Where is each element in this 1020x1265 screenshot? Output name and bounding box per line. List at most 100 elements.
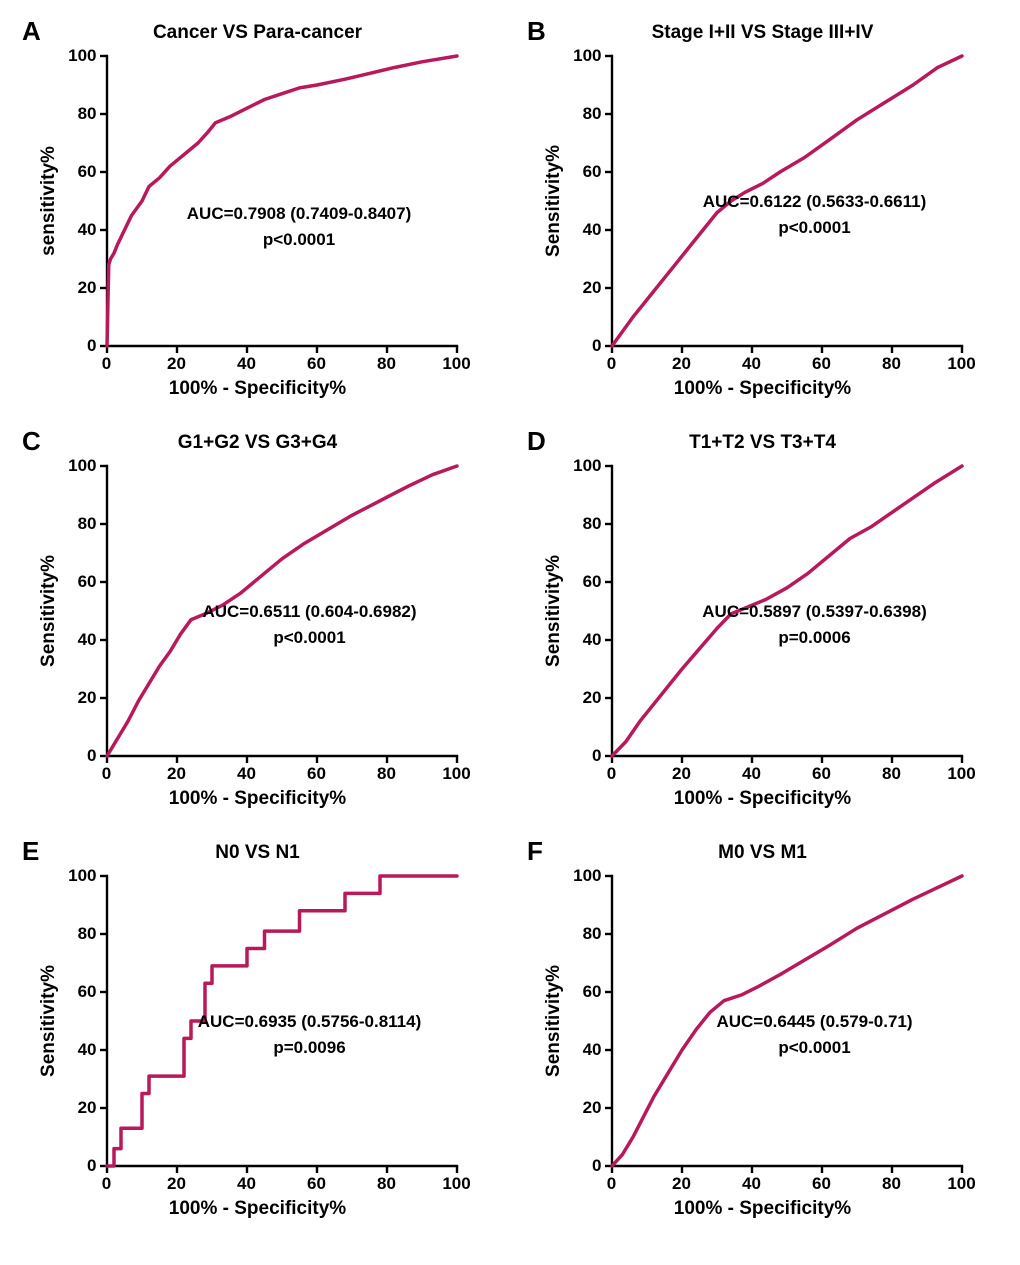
y-tick-label: 80 [78, 924, 97, 944]
x-tick-label: 60 [812, 764, 831, 784]
y-tick-label: 100 [573, 866, 601, 886]
x-tick-label: 20 [167, 1174, 186, 1194]
y-tick-label: 40 [583, 1040, 602, 1060]
x-tick-label: 60 [307, 1174, 326, 1194]
y-axis-label: Sensitivity% [543, 965, 565, 1077]
chart-wrap: Cancer VS Para-cancersensitivity%0204060… [20, 20, 495, 400]
x-tick-label: 0 [607, 764, 616, 784]
y-tick-label: 20 [583, 278, 602, 298]
y-tick-label: 20 [583, 688, 602, 708]
p-value-text: p=0.0006 [702, 628, 926, 648]
panel-F: FM0 VS M1Sensitivity%020406080100AUC=0.6… [525, 840, 1000, 1220]
x-tick-label: 20 [167, 354, 186, 374]
p-value-text: p=0.0096 [198, 1038, 422, 1058]
y-tick-label: 100 [68, 46, 96, 66]
x-tick-label: 100 [947, 764, 975, 784]
panel-B: BStage I+II VS Stage III+IVSensitivity%0… [525, 20, 1000, 400]
p-value-text: p<0.0001 [187, 230, 411, 250]
x-tick-label: 20 [672, 1174, 691, 1194]
y-tick-label: 0 [592, 1156, 601, 1176]
chart-wrap: M0 VS M1 Sensitivity% 0 20 40 60 80 100 AUC=0.64… [525, 840, 1000, 1220]
x-tick-label: 80 [377, 354, 396, 374]
x-axis-label: 100% - Specificity% [169, 378, 346, 400]
x-tick-label: 100 [442, 764, 470, 784]
p-value-text: p<0.0001 [703, 218, 927, 238]
x-tick-label: 100 [442, 1174, 470, 1194]
x-tick-label: 0 [607, 354, 616, 374]
auc-annotation: AUC=0.6935 (0.5756-0.8114) p=0.0096 [198, 1012, 422, 1058]
plot-area: Sensitivity%020406080100AUC=0.6935 (0.57… [47, 868, 469, 1174]
chart-title: G1+G2 VS G3+G4 [178, 432, 337, 454]
x-tick-label: 100 [947, 1174, 975, 1194]
plot-area: Sensitivity%020406080100AUC=0.5897 (0.53… [552, 458, 974, 764]
chart-title: T1+T2 VS T3+T4 [689, 432, 836, 454]
x-tick-labels: 020406080100 [47, 354, 469, 374]
x-tick-label: 40 [742, 764, 761, 784]
plot-area: Sensitivity%020406080100AUC=0.6511 (0.60… [47, 458, 469, 764]
auc-text: AUC=0.7908 (0.7409-0.8407) [187, 204, 411, 224]
x-tick-label: 80 [377, 764, 396, 784]
x-tick-label: 80 [882, 764, 901, 784]
y-axis-label: Sensitivity% [38, 965, 60, 1077]
auc-annotation: AUC=0.6445 (0.579-0.71) p<0.0001 [716, 1012, 912, 1058]
chart-wrap: Stage I+II VS Stage III+IV Sensitivity% 0 2… [525, 20, 1000, 400]
x-tick-label: 0 [607, 1174, 616, 1194]
y-tick-label: 40 [583, 630, 602, 650]
auc-text: AUC=0.6445 (0.579-0.71) [716, 1012, 912, 1032]
y-axis-label: Sensitivity% [38, 555, 60, 667]
p-value-text: p<0.0001 [716, 1038, 912, 1058]
y-tick-label: 40 [78, 220, 97, 240]
y-tick-label: 60 [583, 572, 602, 592]
panel-C: CG1+G2 VS G3+G4Sensitivity%020406080100A… [20, 430, 495, 810]
x-tick-labels: 0 20 40 60 80 100 [552, 1174, 974, 1194]
x-tick-labels: 020406080100 [552, 764, 974, 784]
y-tick-label: 0 [592, 746, 601, 766]
auc-text: AUC=0.6122 (0.5633-0.6611) [703, 192, 927, 212]
auc-annotation: AUC=0.6511 (0.604-0.6982)p<0.0001 [202, 602, 416, 648]
figure-grid: ACancer VS Para-cancersensitivity%020406… [20, 20, 1000, 1220]
y-tick-label: 60 [583, 982, 602, 1002]
y-tick-label: 80 [583, 104, 602, 124]
x-tick-label: 60 [307, 764, 326, 784]
x-tick-label: 20 [167, 764, 186, 784]
panel-A: ACancer VS Para-cancersensitivity%020406… [20, 20, 495, 400]
auc-text: AUC=0.6935 (0.5756-0.8114) [198, 1012, 422, 1032]
y-tick-label: 60 [583, 162, 602, 182]
roc-curve [107, 56, 457, 346]
y-tick-label: 60 [78, 982, 97, 1002]
chart-title: Stage I+II VS Stage III+IV [652, 22, 874, 44]
y-tick-label: 20 [583, 1098, 602, 1118]
chart-wrap: N0 VS N1Sensitivity%020406080100AUC=0.69… [20, 840, 495, 1220]
x-axis-label: 100% - Specificity% [169, 1198, 346, 1220]
x-tick-label: 20 [672, 354, 691, 374]
y-tick-label: 80 [78, 104, 97, 124]
y-tick-label: 40 [78, 1040, 97, 1060]
y-tick-label: 60 [78, 572, 97, 592]
x-tick-label: 60 [307, 354, 326, 374]
x-tick-label: 40 [237, 354, 256, 374]
y-axis-label: sensitivity% [38, 146, 60, 256]
auc-annotation: AUC=0.5897 (0.5397-0.6398)p=0.0006 [702, 602, 926, 648]
y-tick-label: 100 [573, 456, 601, 476]
x-tick-labels: 020406080100 [552, 354, 974, 374]
x-tick-label: 100 [947, 354, 975, 374]
x-tick-label: 40 [742, 1174, 761, 1194]
x-tick-label: 60 [812, 1174, 831, 1194]
x-tick-label: 80 [377, 1174, 396, 1194]
y-tick-label: 0 [87, 1156, 96, 1176]
y-tick-label: 80 [583, 514, 602, 534]
x-tick-labels: 0 20 40 60 80 100 [47, 1174, 469, 1194]
x-tick-labels: 020406080100 [47, 764, 469, 784]
x-tick-label: 80 [882, 1174, 901, 1194]
y-axis-label: Sensitivity% [543, 145, 565, 257]
chart-title: Cancer VS Para-cancer [153, 22, 362, 44]
chart-title: M0 VS M1 [718, 842, 807, 864]
panel-E: EN0 VS N1Sensitivity%020406080100AUC=0.6… [20, 840, 495, 1220]
x-axis-label: 100% - Specificity% [674, 378, 851, 400]
x-tick-label: 0 [102, 1174, 111, 1194]
panel-D: DT1+T2 VS T3+T4Sensitivity%020406080100A… [525, 430, 1000, 810]
x-tick-label: 40 [237, 1174, 256, 1194]
y-tick-label: 40 [583, 220, 602, 240]
y-tick-label: 20 [78, 278, 97, 298]
y-tick-label: 20 [78, 1098, 97, 1118]
